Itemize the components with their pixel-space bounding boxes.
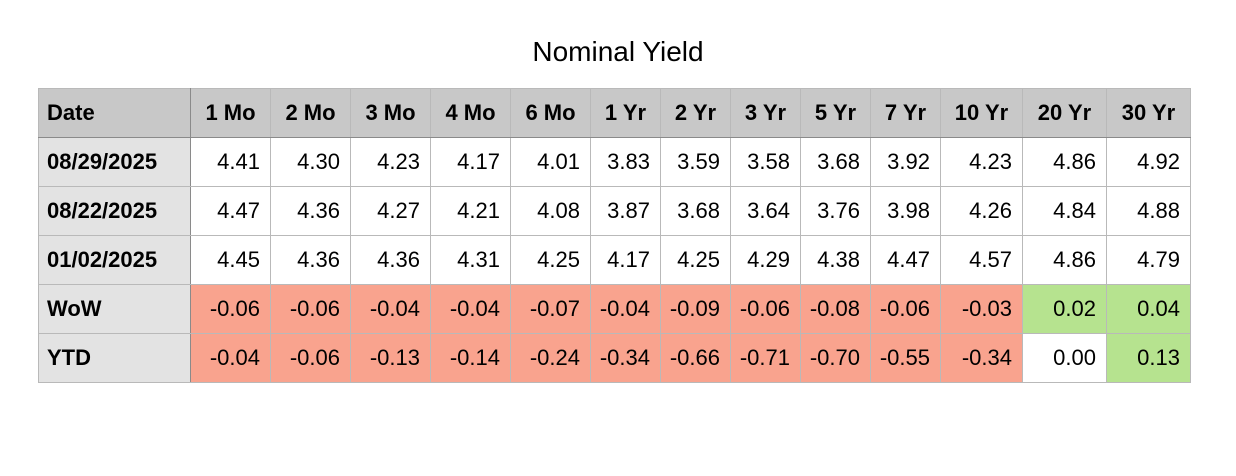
table-row: WoW -0.06 -0.06 -0.04 -0.04 -0.07 -0.04 -0.09 -0… xyxy=(38,284,1191,334)
table-cell: -0.24 xyxy=(510,333,591,383)
table-cell: 4.41 xyxy=(190,137,271,187)
table-cell: -0.06 xyxy=(870,284,941,334)
column-header: 6 Mo xyxy=(510,88,591,138)
table-cell: 4.47 xyxy=(190,186,271,236)
table-cell: 4.17 xyxy=(430,137,511,187)
table-cell: -0.06 xyxy=(730,284,801,334)
table-cell: -0.07 xyxy=(510,284,591,334)
table-cell: 3.64 xyxy=(730,186,801,236)
header-row: Date 1 Mo 2 Mo 3 Mo 4 Mo 6 Mo 1 Yr 2 Yr … xyxy=(38,88,1191,138)
table-cell: -0.06 xyxy=(270,333,351,383)
table-cell: -0.14 xyxy=(430,333,511,383)
table-cell: 4.21 xyxy=(430,186,511,236)
table-cell: -0.08 xyxy=(800,284,871,334)
table-cell: -0.04 xyxy=(590,284,661,334)
table-cell: 4.88 xyxy=(1106,186,1191,236)
table-cell: 4.84 xyxy=(1022,186,1107,236)
table-cell: -0.03 xyxy=(940,284,1023,334)
table-cell: -0.66 xyxy=(660,333,731,383)
table-cell: 3.68 xyxy=(800,137,871,187)
table-cell: 3.59 xyxy=(660,137,731,187)
table-cell: -0.06 xyxy=(190,284,271,334)
yield-table: Date 1 Mo 2 Mo 3 Mo 4 Mo 6 Mo 1 Yr 2 Yr … xyxy=(38,88,1191,383)
table-body: 08/29/2025 4.41 4.30 4.23 4.17 4.01 3.83 3.59 3.… xyxy=(38,137,1191,383)
table-cell: 4.08 xyxy=(510,186,591,236)
table-cell: -0.09 xyxy=(660,284,731,334)
table-cell: 4.79 xyxy=(1106,235,1191,285)
table-cell: 4.92 xyxy=(1106,137,1191,187)
table-cell: -0.04 xyxy=(190,333,271,383)
column-header: 7 Yr xyxy=(870,88,941,138)
column-header: 20 Yr xyxy=(1022,88,1107,138)
table-cell: 3.68 xyxy=(660,186,731,236)
table-cell: 4.01 xyxy=(510,137,591,187)
table-cell: 4.36 xyxy=(350,235,431,285)
column-header: Date xyxy=(38,88,191,138)
table-cell: 4.86 xyxy=(1022,235,1107,285)
table-cell: 4.23 xyxy=(350,137,431,187)
table-row: 08/22/2025 4.47 4.36 4.27 4.21 4.08 3.87 3.68 3.… xyxy=(38,186,1191,236)
column-header: 5 Yr xyxy=(800,88,871,138)
column-header: 1 Yr xyxy=(590,88,661,138)
row-label: YTD xyxy=(38,333,191,383)
chart-title: Nominal Yield xyxy=(532,36,704,67)
table-cell: 4.27 xyxy=(350,186,431,236)
column-header: 3 Yr xyxy=(730,88,801,138)
table-cell: 3.92 xyxy=(870,137,941,187)
table-cell: 4.31 xyxy=(430,235,511,285)
table-cell: 3.87 xyxy=(590,186,661,236)
table-cell: -0.55 xyxy=(870,333,941,383)
column-header: 30 Yr xyxy=(1106,88,1191,138)
table-cell: -0.34 xyxy=(590,333,661,383)
table-cell: 4.26 xyxy=(940,186,1023,236)
row-label: WoW xyxy=(38,284,191,334)
row-label: 08/29/2025 xyxy=(38,137,191,187)
table-row: 08/29/2025 4.41 4.30 4.23 4.17 4.01 3.83 3.59 3.… xyxy=(38,137,1191,187)
table-cell: 4.38 xyxy=(800,235,871,285)
table-cell: 3.76 xyxy=(800,186,871,236)
table-cell: 4.36 xyxy=(270,235,351,285)
table-cell: 4.17 xyxy=(590,235,661,285)
table-cell: -0.06 xyxy=(270,284,351,334)
table-row: 01/02/2025 4.45 4.36 4.36 4.31 4.25 4.17 4.25 4.… xyxy=(38,235,1191,285)
row-label: 01/02/2025 xyxy=(38,235,191,285)
table-cell: 3.58 xyxy=(730,137,801,187)
table-cell: 4.45 xyxy=(190,235,271,285)
table-cell: -0.34 xyxy=(940,333,1023,383)
table-cell: 4.57 xyxy=(940,235,1023,285)
column-header: 10 Yr xyxy=(940,88,1023,138)
row-label: 08/22/2025 xyxy=(38,186,191,236)
table-cell: 0.00 xyxy=(1022,333,1107,383)
table-cell: -0.70 xyxy=(800,333,871,383)
table-row: YTD -0.04 -0.06 -0.13 -0.14 -0.24 -0.34 -0.66 -0… xyxy=(38,333,1191,383)
table-cell: 4.29 xyxy=(730,235,801,285)
column-header: 2 Yr xyxy=(660,88,731,138)
table-cell: 4.25 xyxy=(510,235,591,285)
table-cell: 0.04 xyxy=(1106,284,1191,334)
table-cell: -0.13 xyxy=(350,333,431,383)
table-cell: 4.86 xyxy=(1022,137,1107,187)
table-cell: 0.13 xyxy=(1106,333,1191,383)
table-cell: 3.83 xyxy=(590,137,661,187)
table-cell: 0.02 xyxy=(1022,284,1107,334)
table-cell: 4.30 xyxy=(270,137,351,187)
table-cell: -0.04 xyxy=(430,284,511,334)
column-header: 3 Mo xyxy=(350,88,431,138)
table-cell: 4.23 xyxy=(940,137,1023,187)
table-cell: 4.47 xyxy=(870,235,941,285)
table-cell: 4.36 xyxy=(270,186,351,236)
table-cell: 4.25 xyxy=(660,235,731,285)
column-header: 4 Mo xyxy=(430,88,511,138)
column-header: 2 Mo xyxy=(270,88,351,138)
table-cell: -0.71 xyxy=(730,333,801,383)
table-cell: -0.04 xyxy=(350,284,431,334)
table-cell: 3.98 xyxy=(870,186,941,236)
column-header: 1 Mo xyxy=(190,88,271,138)
